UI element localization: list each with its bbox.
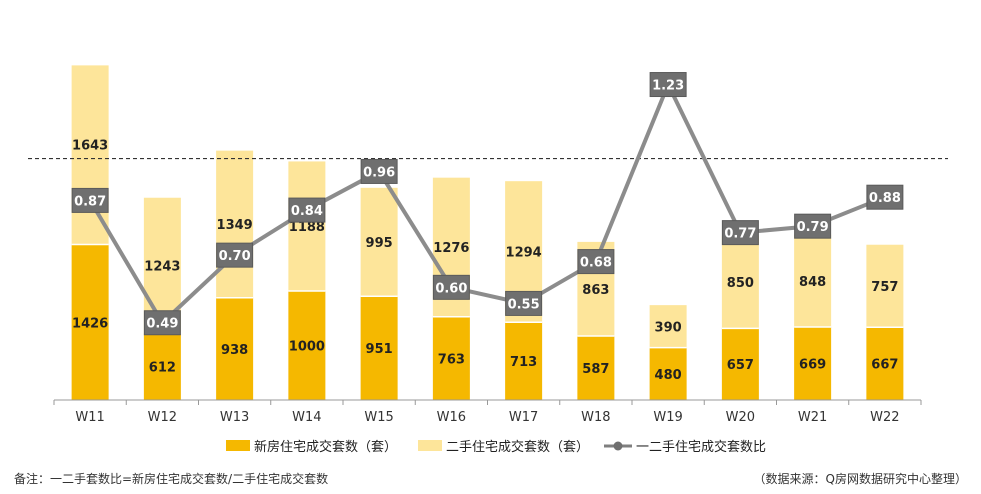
bar-second-hand: [866, 244, 904, 328]
data-label-second-hand: 390: [655, 320, 682, 335]
ratio-data-label: 0.70: [219, 249, 251, 264]
legend: 新房住宅成交套数（套） 二手住宅成交套数（套） 一二手住宅成交套数比: [226, 439, 766, 455]
x-tick-label: W20: [726, 410, 755, 425]
ratio-point: [432, 274, 470, 300]
legend-swatch-second-hand: [418, 440, 442, 451]
data-label-second-hand: 1349: [217, 218, 253, 233]
ratio-point: [649, 72, 687, 98]
bar-second-hand: [71, 65, 109, 245]
legend-swatch-new: [226, 440, 250, 451]
data-label-second-hand: 850: [727, 276, 754, 291]
data-label-new: 657: [727, 358, 754, 373]
ratio-data-label: 1.23: [652, 79, 684, 94]
data-label-new: 763: [438, 352, 465, 367]
legend-label-new: 新房住宅成交套数（套）: [254, 439, 397, 455]
legend-swatch-ratio-marker: [613, 441, 623, 451]
ratio-data-label: 0.60: [435, 281, 467, 296]
x-tick-label: W16: [437, 410, 466, 425]
ratio-point: [143, 310, 181, 336]
bar-new-house: [794, 327, 832, 400]
ratio-point: [721, 220, 759, 246]
ratio-point: [71, 187, 109, 213]
x-tick-label: W17: [509, 410, 538, 425]
x-tick-label: W14: [292, 410, 321, 425]
bars-layer: 1426 1643 612 1243 938 1349 1000 1188 951 995 763 1…: [71, 65, 904, 400]
x-tick-label: W21: [798, 410, 827, 425]
data-label-second-hand: 848: [799, 275, 826, 290]
ratio-data-label: 0.88: [869, 191, 901, 206]
bar-second-hand: [649, 305, 687, 348]
data-label-new: 951: [366, 342, 393, 357]
ratio-point: [288, 197, 326, 223]
ratio-data-label: 0.55: [508, 297, 540, 312]
ratio-point: [360, 158, 398, 184]
x-axis: W11 W12 W13 W14 W15 W16 W17 W18 W19 W20 W21 W22: [53, 399, 922, 425]
ratio-point: [505, 290, 543, 316]
x-tick-label: W18: [581, 410, 610, 425]
bar-second-hand: [216, 150, 254, 298]
x-tick-label: W13: [220, 410, 249, 425]
data-label-new: 938: [221, 343, 248, 358]
data-label-second-hand: 863: [582, 283, 609, 298]
bar-new-house: [505, 322, 543, 400]
bar-new-house: [360, 296, 398, 400]
bar-new-house: [216, 297, 254, 400]
ratio-data-label: 0.87: [74, 194, 106, 209]
bar-second-hand: [360, 187, 398, 297]
bar-new-house: [721, 328, 759, 400]
footnote-left: 备注：一二手套数比=新房住宅成交套数/二手住宅成交套数: [14, 472, 329, 486]
ratio-series-line: [88, 82, 886, 325]
data-label-second-hand: 1276: [433, 241, 469, 256]
footnote-source: （数据来源：Q房网数据研究中心整理）: [753, 472, 967, 486]
ratio-point: [866, 184, 904, 210]
data-label-second-hand: 1294: [506, 246, 542, 261]
data-label-new: 1426: [72, 316, 108, 331]
ratio-data-label: 0.79: [797, 220, 829, 235]
legend-label-second-hand: 二手住宅成交套数（套）: [446, 439, 589, 455]
ratio-data-label: 0.84: [291, 204, 323, 219]
ratio-data-label: 0.77: [724, 227, 756, 242]
bar-new-house: [577, 335, 615, 400]
data-label-new: 587: [582, 362, 609, 377]
ratio-point: [216, 242, 254, 268]
bar-new-house: [288, 290, 326, 400]
bar-second-hand: [288, 161, 326, 291]
bar-new-house: [866, 327, 904, 400]
data-label-second-hand: 1243: [144, 260, 180, 275]
x-tick-label: W12: [148, 410, 177, 425]
x-tick-label: W11: [75, 410, 104, 425]
bar-second-hand: [721, 235, 759, 329]
data-label-new: 713: [510, 355, 537, 370]
ratio-point: [577, 249, 615, 275]
bar-new-house: [71, 244, 109, 400]
data-label-new: 612: [149, 361, 176, 376]
x-tick-label: W22: [870, 410, 899, 425]
bar-new-house: [649, 347, 687, 400]
data-label-second-hand: 757: [871, 280, 898, 295]
legend-label-ratio: 一二手住宅成交套数比: [636, 439, 766, 455]
ratio-data-label: 0.49: [146, 317, 178, 332]
data-label-new: 1000: [289, 339, 325, 354]
ratio-line-layer: 0.87 0.49 0.70 0.84 0.96 0.60 0.55 0.68 1.23 0.77…: [71, 72, 904, 336]
ratio-data-label: 0.68: [580, 256, 612, 271]
bar-new-house: [143, 333, 181, 400]
x-tick-label: W19: [653, 410, 682, 425]
ratio-data-label: 0.96: [363, 165, 395, 180]
data-label-new: 667: [871, 358, 898, 373]
data-label-second-hand: 995: [366, 236, 393, 251]
bar-second-hand: [794, 234, 832, 328]
bar-new-house: [432, 316, 470, 400]
ratio-point: [794, 213, 832, 239]
data-label-second-hand: 1188: [289, 220, 325, 235]
x-tick-label: W15: [364, 410, 393, 425]
data-label-new: 669: [799, 358, 826, 373]
data-label-second-hand: 1643: [72, 139, 108, 154]
data-label-new: 480: [655, 368, 682, 383]
